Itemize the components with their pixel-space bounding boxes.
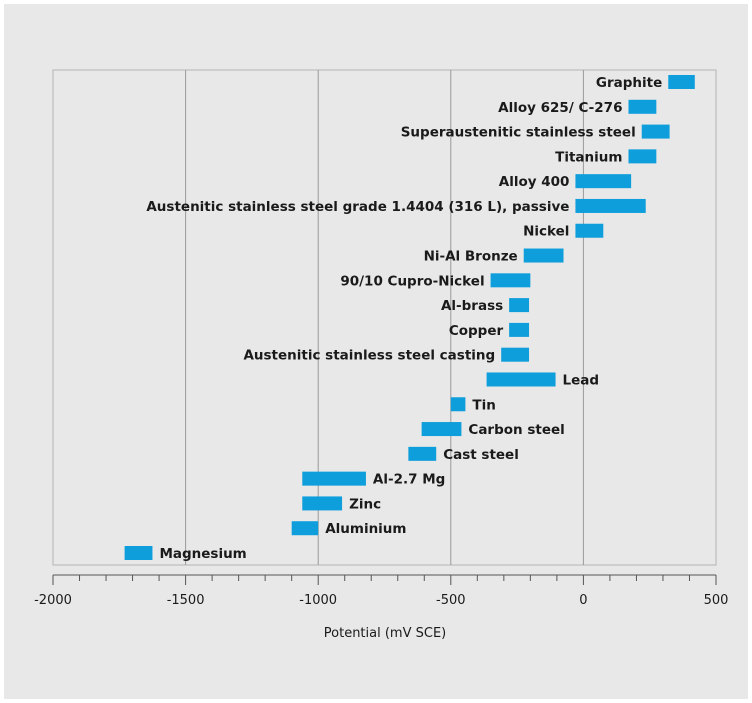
bar xyxy=(501,347,530,362)
bar xyxy=(291,521,319,536)
bar-label: Magnesium xyxy=(159,546,246,562)
bar xyxy=(575,174,632,189)
bar xyxy=(509,322,530,337)
bar xyxy=(124,546,153,561)
bar-label: Cast steel xyxy=(443,447,519,463)
bar xyxy=(575,198,646,213)
bar-label: Graphite xyxy=(596,75,662,91)
bar xyxy=(408,446,437,461)
x-tick-label: -1000 xyxy=(299,593,337,608)
bar xyxy=(486,372,556,387)
bar xyxy=(641,124,670,139)
bar xyxy=(628,149,657,164)
x-tick-label: 0 xyxy=(579,593,587,608)
bar-label: Superaustenitic stainless steel xyxy=(401,125,636,141)
x-tick-label: 500 xyxy=(704,593,729,608)
x-tick-label: -2000 xyxy=(34,593,72,608)
bar-label: Ni-Al Bronze xyxy=(424,249,518,265)
bar-label: Copper xyxy=(449,323,504,339)
gridlines xyxy=(185,70,584,565)
x-axis-ticks: -2000 -1500 -1000 -500 0 500 xyxy=(34,575,728,608)
bar-label: Aluminium xyxy=(325,521,406,537)
bar xyxy=(450,397,466,412)
bar-label: Al-brass xyxy=(441,298,503,314)
bar xyxy=(509,298,530,313)
bar-label: Al-2.7 Mg xyxy=(373,472,445,488)
bar-label: Tin xyxy=(472,397,495,413)
bar-label: Zinc xyxy=(349,496,381,512)
bar xyxy=(302,496,343,511)
bar-label: Carbon steel xyxy=(468,422,564,438)
bars xyxy=(124,75,695,561)
bar-label: Lead xyxy=(563,372,600,388)
bar xyxy=(302,471,366,486)
bar xyxy=(575,223,604,238)
bar-label: Austenitic stainless steel grade 1.4404 … xyxy=(146,199,569,215)
bar xyxy=(490,273,531,288)
bar xyxy=(421,422,462,437)
x-tick-label: -500 xyxy=(436,593,466,608)
bar-label: 90/10 Cupro-Nickel xyxy=(340,273,484,289)
bar-label: Alloy 625/ C-276 xyxy=(498,100,622,116)
plot-area xyxy=(52,69,717,566)
bar-labels: Graphite Alloy 625/ C-276 Superaustenitic … xyxy=(146,75,662,562)
bar xyxy=(628,99,657,114)
bar-label: Nickel xyxy=(523,224,569,240)
bar-label: Alloy 400 xyxy=(499,174,570,190)
bar-label: Austenitic stainless steel casting xyxy=(243,348,495,364)
x-axis-title: Potential (mV SCE) xyxy=(324,626,446,641)
bar xyxy=(523,248,564,263)
bar xyxy=(668,75,695,89)
bar-label: Titanium xyxy=(555,149,622,165)
x-tick-label: -1500 xyxy=(167,593,205,608)
